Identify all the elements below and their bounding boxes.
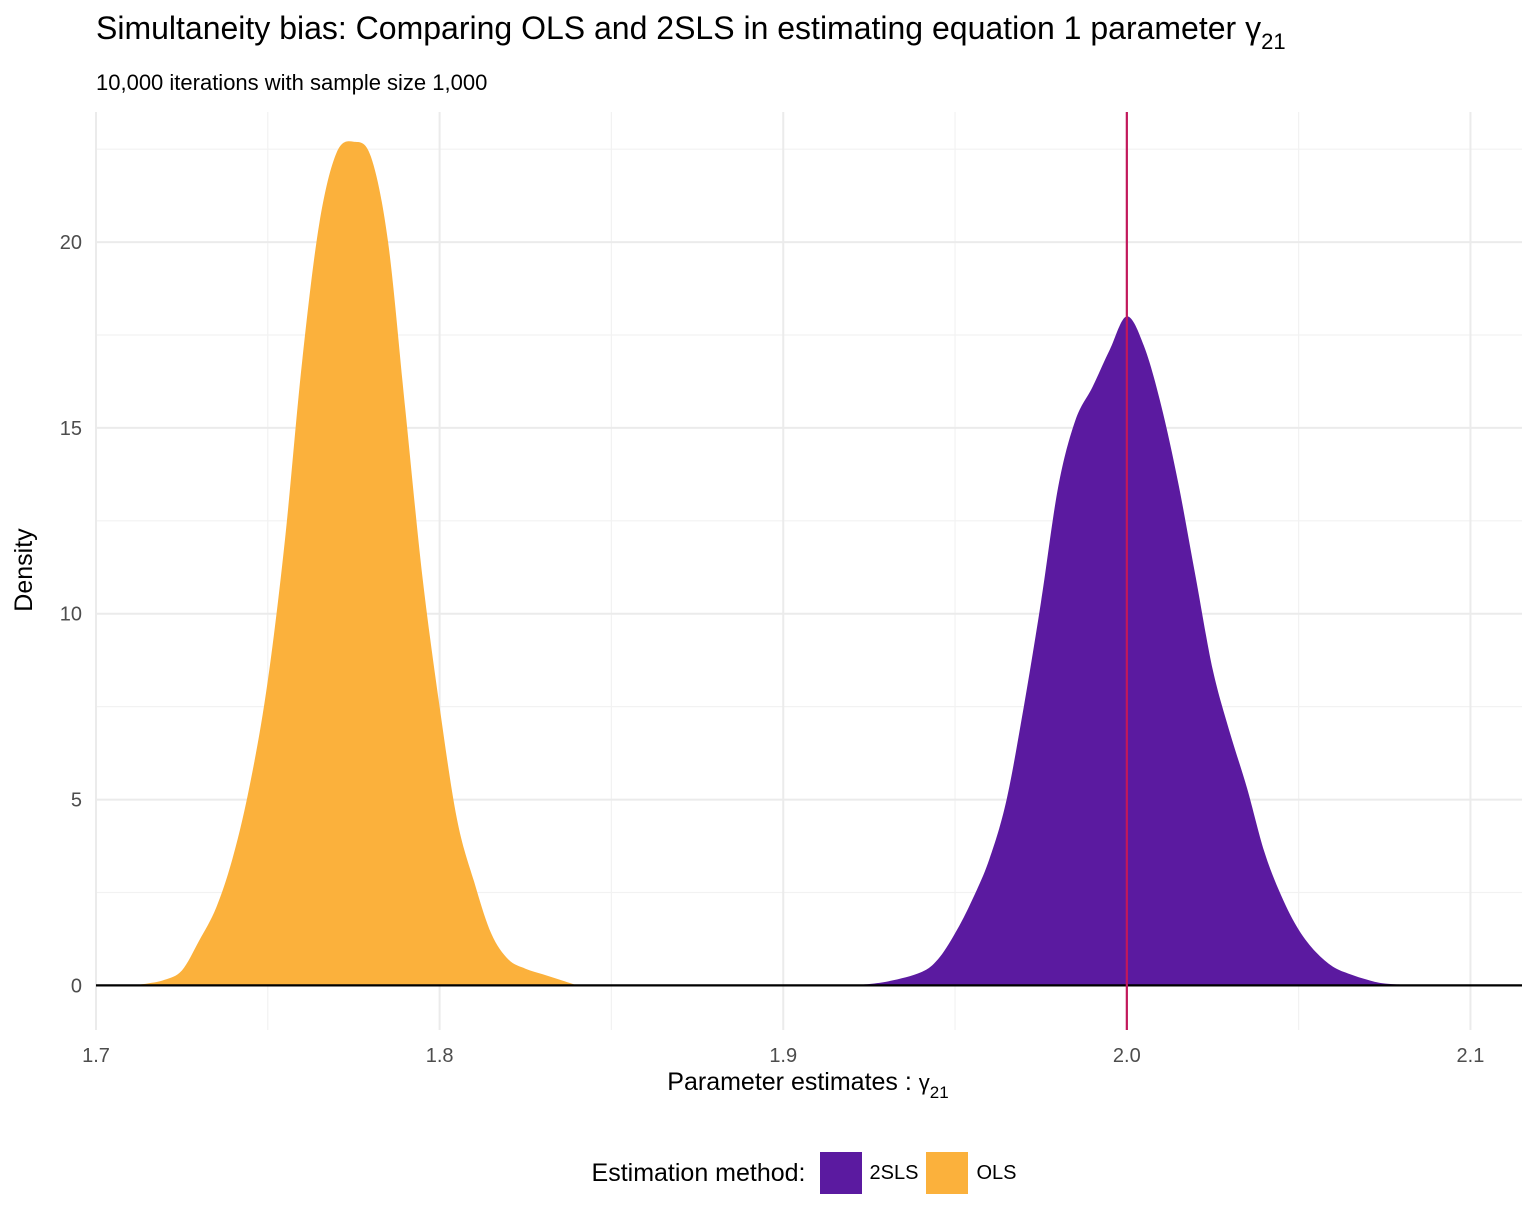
- y-tick-label: 10: [60, 604, 82, 626]
- x-axis-label: Parameter estimates : γ21: [667, 1068, 949, 1102]
- legend-title: Estimation method:: [591, 1158, 806, 1187]
- legend-swatch-ols: [926, 1152, 969, 1194]
- legend: Estimation method: 2SLS OLS: [0, 1152, 1536, 1194]
- legend-swatch-2sls: [819, 1152, 862, 1194]
- x-tick-label: 2.0: [1113, 1045, 1141, 1067]
- y-tick-label: 15: [60, 418, 82, 440]
- density-areas: [130, 141, 1419, 986]
- legend-key-ols: OLS: [926, 1152, 1016, 1194]
- y-axis-label: Density: [10, 528, 38, 612]
- reference-lines: [96, 112, 1522, 1030]
- x-tick-label: 2.1: [1457, 1045, 1485, 1067]
- chart-subtitle: 10,000 iterations with sample size 1,000: [96, 70, 488, 95]
- legend-key-2sls: 2SLS: [819, 1152, 919, 1194]
- chart-title: Simultaneity bias: Comparing OLS and 2SL…: [96, 10, 1286, 54]
- legend-label-2sls: 2SLS: [869, 1161, 919, 1184]
- y-tick-label: 20: [60, 232, 82, 254]
- x-tick-label: 1.9: [769, 1045, 797, 1067]
- density-area-ols: [130, 141, 578, 986]
- density-area-2sls: [852, 316, 1419, 986]
- axis-ticks: 1.7 1.8 1.9 2.0 2.1 0 5 10 15 20: [60, 232, 1485, 1067]
- y-tick-label: 0: [71, 975, 82, 997]
- legend-label-ols: OLS: [976, 1161, 1017, 1184]
- x-tick-label: 1.7: [82, 1045, 110, 1067]
- y-tick-label: 5: [71, 790, 82, 812]
- x-tick-label: 1.8: [426, 1045, 454, 1067]
